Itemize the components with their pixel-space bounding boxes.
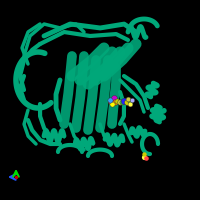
Point xyxy=(143,153,146,156)
Point xyxy=(112,97,115,100)
Point xyxy=(128,99,131,103)
Point xyxy=(118,100,121,103)
Point xyxy=(113,100,117,104)
Point xyxy=(130,99,134,102)
Point xyxy=(123,99,126,103)
Point xyxy=(115,99,119,103)
Point xyxy=(142,155,145,159)
Point xyxy=(109,99,113,103)
Point xyxy=(110,102,114,106)
Point xyxy=(128,102,132,105)
Point xyxy=(14,175,18,179)
Point xyxy=(144,156,148,160)
Point xyxy=(121,101,124,104)
Point xyxy=(126,97,129,101)
Point xyxy=(108,98,111,101)
Point xyxy=(125,100,129,104)
